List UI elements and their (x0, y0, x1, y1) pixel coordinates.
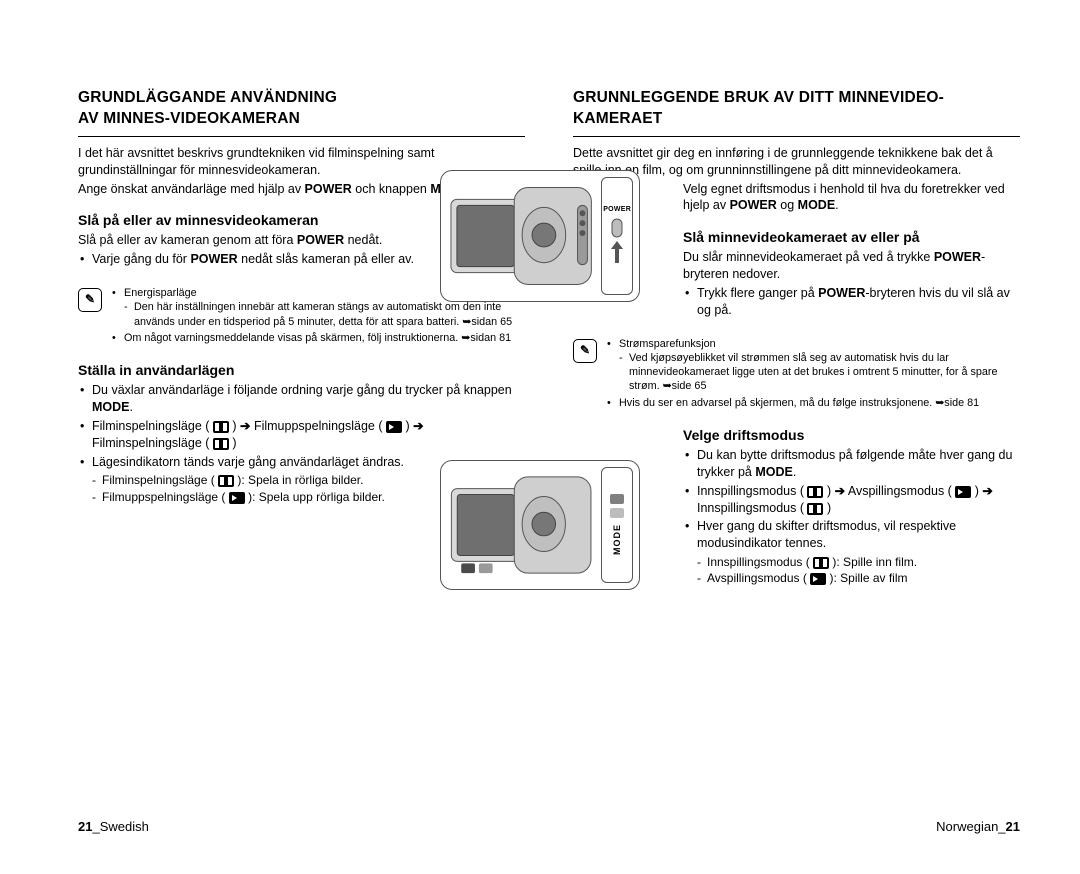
mode-chip: MODE (601, 467, 633, 583)
section-heading: GRUNNLEGGENDE BRUK AV DITT MINNEVIDEO- K… (573, 88, 1020, 137)
illustration-inner: MODE (447, 467, 633, 583)
illustration-inner: POWER (447, 177, 633, 295)
dash-list: Innspillingsmodus ( ): Spille inn film. … (573, 554, 1020, 586)
title-line: KAMERAET (573, 110, 662, 127)
list-item: Trykk flere ganger på POWER-bryteren hvi… (683, 285, 1020, 319)
movie-icon (213, 438, 229, 450)
illustration-mode: MODE (440, 460, 640, 590)
list-item: Du kan bytte driftsmodus på følgende måt… (683, 447, 1020, 481)
note-icon: ✎ (78, 288, 102, 312)
note-body: Strømsparefunksjon Ved kjøpsøyeblikket v… (607, 337, 1020, 412)
power-mode-line: Velg egnet driftsmodus i henhold til hva… (573, 181, 1020, 215)
bullet-list: Du växlar användarläge i följande ordnin… (78, 382, 525, 470)
bullet-list: Trykk flere ganger på POWER-bryteren hvi… (573, 285, 1020, 319)
note-dash: Ved kjøpsøyeblikket vil strømmen slå seg… (619, 351, 1020, 394)
list-item: Hver gang du skifter driftsmodus, vil re… (683, 518, 1020, 552)
title-line: GRUNDLÄGGANDE ANVÄNDNING (78, 89, 337, 106)
title-line: GRUNNLEGGENDE BRUK AV DITT MINNEVIDEO- (573, 89, 944, 106)
subsection-heading: Ställa in användarlägen (78, 361, 525, 380)
bullet-list: Du kan bytte driftsmodus på følgende måt… (573, 447, 1020, 552)
dash-item: Innspillingsmodus ( ): Spille inn film. (697, 554, 1020, 570)
list-item: Om något varningsmeddelande visas på skä… (112, 331, 525, 345)
mode-icon-dark (610, 494, 624, 504)
camcorder-drawing (447, 177, 595, 295)
list-item: Hvis du ser en advarsel på skjermen, må … (607, 396, 1020, 410)
footer-left: 21_Swedish (78, 819, 149, 834)
subsection-heading: Velge driftsmodus (573, 426, 1020, 445)
footer-right: Norwegian_21 (936, 819, 1020, 834)
camcorder-drawing (447, 467, 595, 583)
list-item: Innspillingsmodus ( ) ➔ Avspillingsmodus… (683, 483, 1020, 517)
title-line: AV MINNES-VIDEOKAMERAN (78, 110, 300, 127)
footer-lang: _Swedish (92, 819, 148, 834)
section-heading: GRUNDLÄGGANDE ANVÄNDNING AV MINNES-VIDEO… (78, 88, 525, 137)
note-head: Strømsparefunksjon (619, 338, 716, 350)
note-icon: ✎ (573, 339, 597, 363)
intro-paragraph: Dette avsnittet gir deg en innføring i d… (573, 145, 1020, 179)
movie-icon (807, 486, 823, 498)
subsection-heading: Slå minnevideokameraet av eller på (573, 228, 1020, 247)
play-icon (386, 421, 402, 433)
note-dash: Den här inställningen innebär att kamera… (124, 300, 525, 329)
mode-label: MODE (612, 520, 622, 559)
right-column-norwegian: GRUNNLEGGENDE BRUK AV DITT MINNEVIDEO- K… (573, 88, 1020, 587)
play-icon (955, 486, 971, 498)
page-number: 21 (78, 819, 92, 834)
body-text: Du slår minnevideokameraet på ved å tryk… (573, 249, 1020, 283)
power-chip: POWER (601, 177, 633, 295)
page-number: 21 (1006, 819, 1020, 834)
movie-icon (807, 503, 823, 515)
movie-icon (218, 475, 234, 487)
play-icon (229, 492, 245, 504)
footer-lang: Norwegian_ (936, 819, 1005, 834)
movie-icon (813, 557, 829, 569)
dash-item: Avspillingsmodus ( ): Spille av film (697, 570, 1020, 586)
play-icon (810, 573, 826, 585)
movie-icon (213, 421, 229, 433)
list-item: Filminspelningsläge ( ) ➔ Filmuppspelnin… (78, 418, 525, 452)
mode-icon-light (610, 508, 624, 518)
illustration-power: POWER (440, 170, 640, 302)
list-item: Strømsparefunksjon Ved kjøpsøyeblikket v… (607, 337, 1020, 394)
note-block: ✎ Strømsparefunksjon Ved kjøpsøyeblikket… (573, 337, 1020, 412)
manual-page: POWER MODE (0, 0, 1080, 874)
note-head: Energisparläge (124, 287, 197, 299)
power-label: POWER (603, 206, 631, 213)
power-slider-icon (608, 217, 626, 267)
page-footer: 21_Swedish Norwegian_21 (78, 819, 1020, 834)
list-item: Du växlar användarläge i följande ordnin… (78, 382, 525, 416)
